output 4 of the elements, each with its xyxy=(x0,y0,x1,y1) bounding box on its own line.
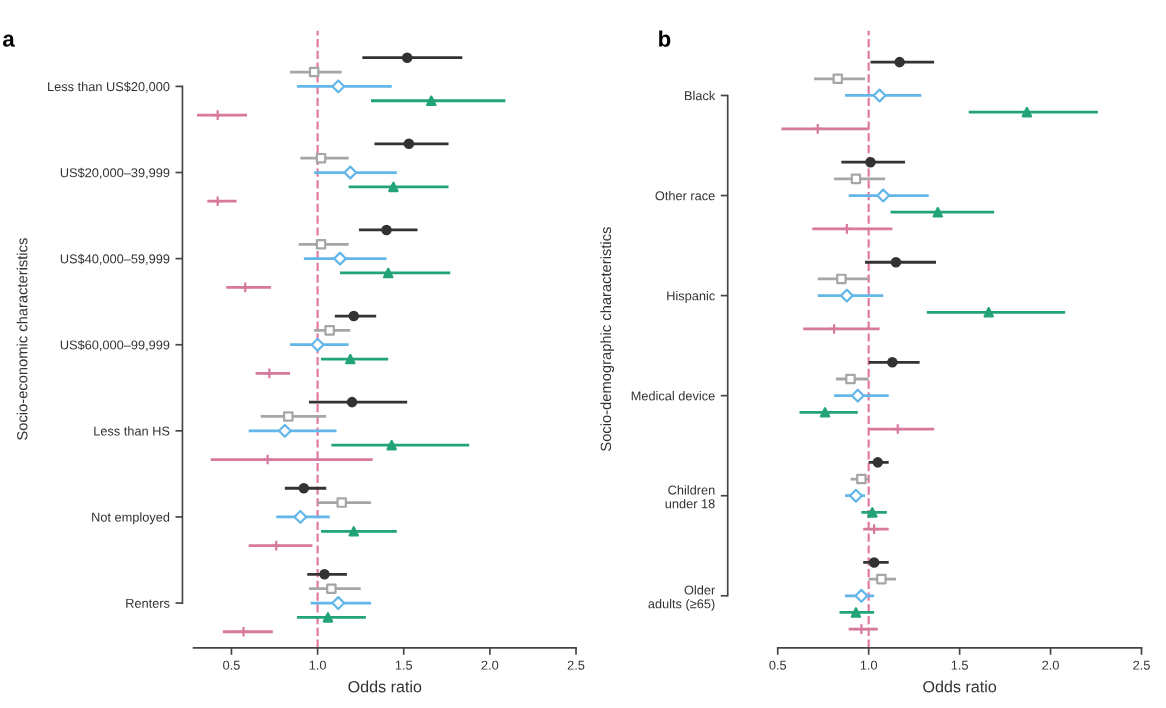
text: a xyxy=(2,34,15,47)
x-axis-title: Odds ratio xyxy=(348,680,422,693)
chart-title: b xyxy=(659,30,671,47)
x-axis-title: Odds ratio xyxy=(923,680,997,693)
